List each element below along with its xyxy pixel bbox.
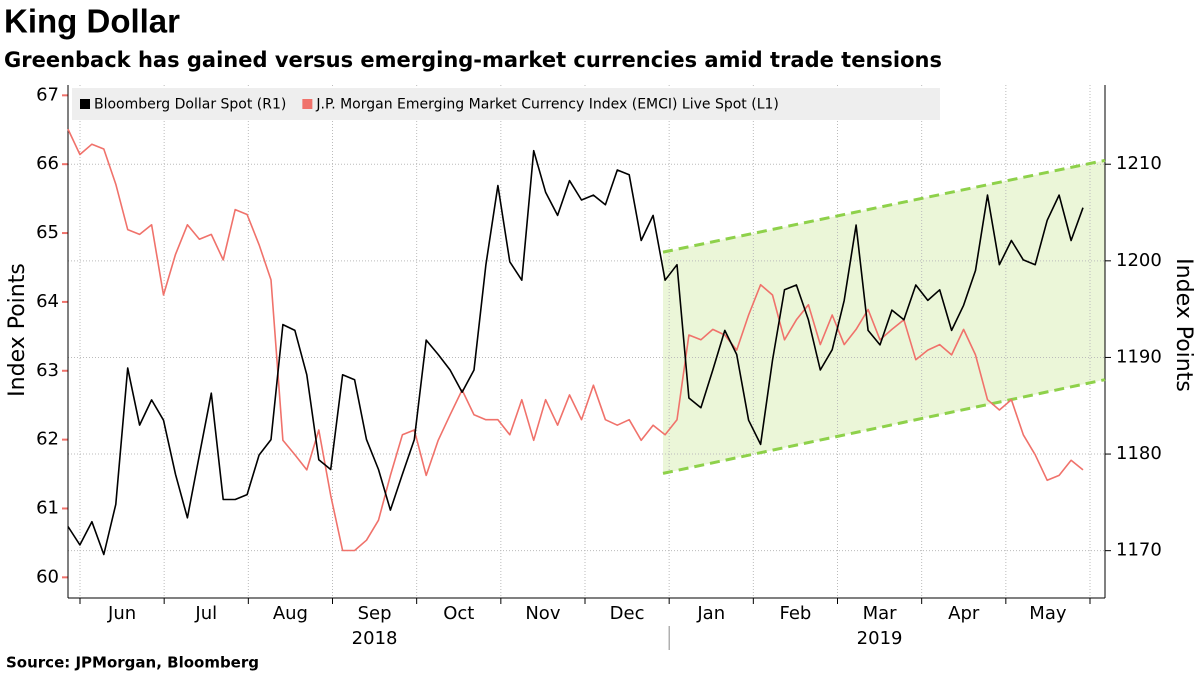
year-label: 2019 [857,628,903,649]
source: Source: JPMorgan, Bloomberg [6,654,259,672]
x-tick-label: May [1029,603,1067,624]
y-tick-label: 62 [36,429,59,450]
series-line [67,149,1084,556]
x-tick-label: Nov [525,603,560,624]
series-line [67,128,1084,552]
x-tick-label: Apr [948,603,980,624]
y-tick-label: 64 [36,291,59,312]
y2-tick-label: 1210 [1116,153,1162,174]
channel-lower [662,378,1106,475]
legend-box [72,88,940,120]
y-tick-label: 65 [36,222,59,243]
y-tick-label: 63 [36,360,59,381]
y-tick-label: 60 [36,566,59,587]
x-tick-label: Mar [863,603,898,624]
x-tick-label: Sep [358,603,392,624]
x-tick-label: Aug [273,603,308,624]
y2-tick-label: 1170 [1116,540,1162,561]
y2-tick-label: 1180 [1116,443,1162,464]
legend-swatch [302,99,313,109]
chart-title: King Dollar [4,3,180,40]
x-tick-label: Jan [696,603,725,624]
chart-subtitle: Greenback has gained versus emerging-mar… [4,48,942,72]
y2-tick-label: 1190 [1116,346,1162,367]
x-tick-label: Jun [107,603,136,624]
y2-axis-label: Index Points [1171,258,1196,392]
legend-label: Bloomberg Dollar Spot (R1) [94,97,286,113]
legend-swatch [80,99,90,109]
x-tick-label: Jul [194,603,217,624]
year-label: 2018 [352,628,398,649]
y2-tick-label: 1200 [1116,250,1162,271]
y-axis-label: Index Points [5,263,30,397]
x-tick-label: Oct [443,603,474,624]
x-tick-label: Dec [610,603,645,624]
y-tick-label: 61 [36,497,59,518]
y-tick-label: 66 [36,153,59,174]
x-tick-label: Feb [779,603,811,624]
y-tick-label: 67 [36,84,59,105]
legend: Bloomberg Dollar Spot (R1) J.P. Morgan Em… [72,88,940,120]
channel-upper [662,158,1106,254]
legend-label: J.P. Morgan Emerging Market Currency Ind… [315,97,779,113]
